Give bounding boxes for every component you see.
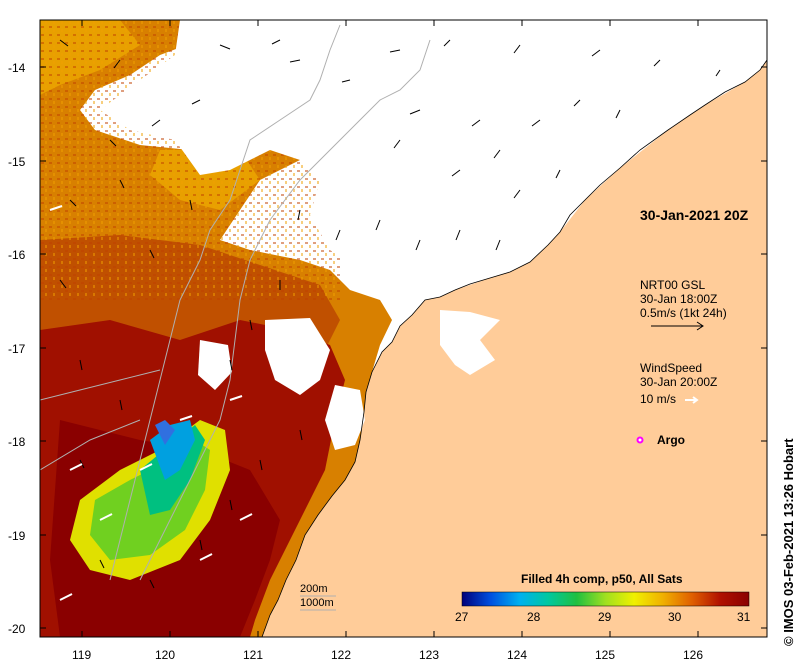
colorbar-tick: 27 bbox=[455, 610, 469, 624]
lat-tick-label: -20 bbox=[8, 622, 26, 636]
isobath-contours bbox=[40, 24, 431, 581]
cloud-gap bbox=[100, 20, 767, 300]
wind-legend-scale: 10 m/s bbox=[640, 392, 676, 406]
colorbar-tick: 30 bbox=[668, 610, 682, 624]
lat-tick-label: -18 bbox=[8, 435, 26, 449]
isobath-label: 200m bbox=[300, 583, 328, 595]
lon-axis bbox=[81, 20, 699, 637]
cloud-gap bbox=[325, 385, 365, 450]
current-legend-time: 30-Jan 18:00Z bbox=[640, 292, 717, 306]
lon-tick-label: 120 bbox=[155, 648, 175, 662]
bay bbox=[440, 310, 500, 375]
colorbar-title: Filled 4h comp, p50, All Sats bbox=[521, 572, 683, 586]
lat-tick-label: -15 bbox=[8, 155, 26, 169]
cloud-gap bbox=[265, 318, 330, 395]
wind-scale-arrow bbox=[685, 396, 699, 404]
colorbar-tick: 28 bbox=[527, 610, 541, 624]
land-mass bbox=[262, 60, 767, 637]
lon-tick-label: 124 bbox=[507, 648, 527, 662]
imos-credit: © IMOS 03-Feb-2021 13:26 Hobart bbox=[781, 438, 796, 646]
lat-axis bbox=[40, 66, 767, 629]
map-timestamp: 30-Jan-2021 20Z bbox=[640, 207, 749, 223]
lon-tick-label: 126 bbox=[683, 648, 703, 662]
wind-legend-time: 30-Jan 20:00Z bbox=[640, 375, 717, 389]
lat-tick-label: -17 bbox=[8, 342, 26, 356]
cloud-gap bbox=[198, 340, 232, 390]
plot-border bbox=[39, 19, 768, 638]
colorbar-tick: 29 bbox=[598, 610, 612, 624]
lat-tick-label: -19 bbox=[8, 529, 26, 543]
colorbar: Filled 4h comp, p50, All Sats 27 28 29 3… bbox=[455, 572, 751, 624]
isobath-label: 1000m bbox=[300, 597, 334, 609]
lon-tick-labels: 119 120 121 122 123 124 125 126 bbox=[72, 648, 703, 662]
lon-tick-label: 119 bbox=[72, 648, 91, 662]
lon-tick-label: 123 bbox=[419, 648, 439, 662]
lon-tick-label: 121 bbox=[243, 648, 263, 662]
lon-tick-label: 122 bbox=[331, 648, 351, 662]
coastline bbox=[261, 59, 767, 637]
cool-water-patch bbox=[70, 420, 230, 580]
wind-legend: WindSpeed 30-Jan 20:00Z 10 m/s bbox=[640, 361, 717, 406]
current-scale-arrow bbox=[651, 321, 704, 331]
current-legend-scale: 0.5m/s (1kt 24h) bbox=[640, 306, 727, 320]
current-legend-title: NRT00 GSL bbox=[640, 278, 705, 292]
current-vectors bbox=[59, 39, 721, 589]
wind-vectors bbox=[49, 205, 253, 601]
lat-tick-labels: -14 -15 -16 -17 -18 -19 -20 bbox=[8, 61, 26, 636]
colorbar-gradient bbox=[461, 591, 750, 607]
lon-tick-label: 125 bbox=[595, 648, 615, 662]
argo-label: Argo bbox=[657, 433, 685, 447]
lat-tick-label: -16 bbox=[8, 248, 26, 262]
isobath-legend: 200m 1000m bbox=[300, 583, 336, 611]
colorbar-tick: 31 bbox=[737, 610, 751, 624]
argo-legend: Argo bbox=[636, 433, 685, 447]
lat-tick-label: -14 bbox=[8, 61, 26, 75]
wind-legend-title: WindSpeed bbox=[640, 361, 702, 375]
current-legend: NRT00 GSL 30-Jan 18:00Z 0.5m/s (1kt 24h) bbox=[640, 278, 727, 331]
